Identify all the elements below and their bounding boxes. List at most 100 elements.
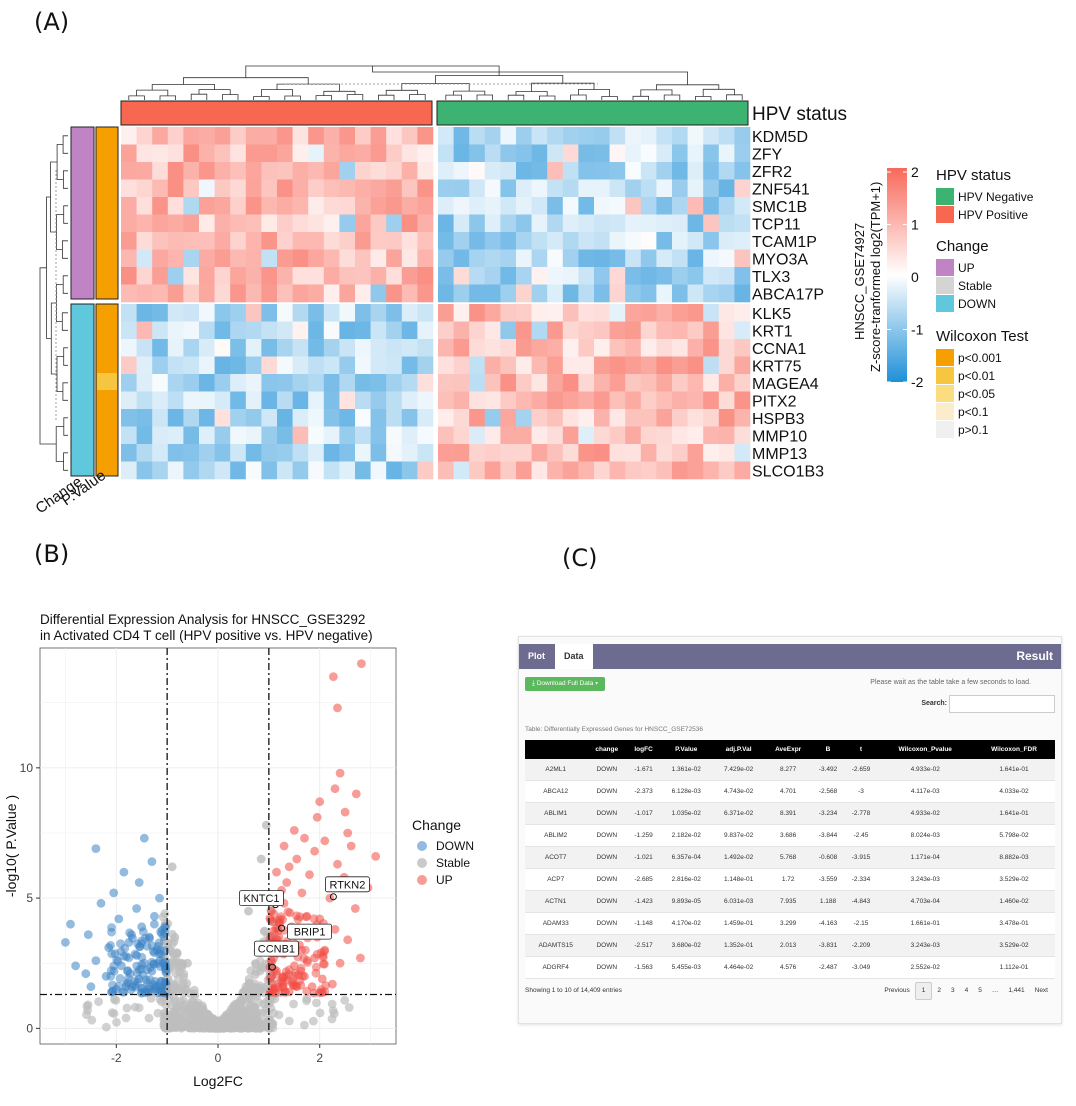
tab-data[interactable]: Data bbox=[555, 644, 593, 669]
pager-previous[interactable]: Previous bbox=[884, 987, 910, 994]
heatmap-cell bbox=[609, 284, 626, 303]
dendrogram-branch bbox=[284, 95, 301, 100]
heatmap-cell bbox=[531, 179, 548, 198]
heatmap-cell bbox=[484, 214, 501, 233]
stable-point bbox=[144, 1013, 154, 1023]
heatmap-cell bbox=[547, 214, 564, 233]
heatmap-cell bbox=[308, 356, 325, 375]
stable-point bbox=[257, 1008, 267, 1018]
heatmap-cell bbox=[323, 144, 340, 163]
heatmap-cell bbox=[703, 197, 720, 215]
heatmap-cell bbox=[469, 409, 486, 427]
column-header[interactable]: t bbox=[844, 740, 878, 759]
table-cell: -3.049 bbox=[844, 956, 878, 979]
heatmap-cell bbox=[386, 162, 403, 180]
dendrogram-branch bbox=[435, 75, 564, 84]
heatmap-cell bbox=[438, 304, 454, 322]
heatmap-cell bbox=[640, 284, 657, 303]
gene-label: MMP10 bbox=[752, 428, 807, 445]
heatmap-cell bbox=[152, 284, 169, 303]
search-input[interactable] bbox=[949, 695, 1055, 713]
pager-page[interactable]: 3 bbox=[950, 987, 955, 994]
pager-page[interactable]: 5 bbox=[978, 987, 982, 994]
table-cell: -1.259 bbox=[627, 824, 661, 847]
hpv-status-bar bbox=[120, 100, 749, 126]
heatmap-cell bbox=[339, 304, 356, 322]
column-header[interactable]: B bbox=[811, 740, 845, 759]
table-cell: -2.209 bbox=[844, 934, 878, 957]
up-point bbox=[335, 768, 345, 778]
heatmap-cell bbox=[199, 179, 215, 198]
gene-point-label: RTKN2 bbox=[329, 879, 365, 891]
heatmap-cell bbox=[245, 127, 262, 145]
heatmap-cell bbox=[214, 232, 231, 250]
download-full-data-button[interactable]: ⤓ Download Full Data ▾ bbox=[525, 677, 605, 691]
volcano-figure: Differential Expression Analysis for HNS… bbox=[3, 612, 474, 1089]
down-point bbox=[144, 932, 154, 942]
pager-next[interactable]: Next bbox=[1034, 987, 1048, 994]
heatmap-cell bbox=[656, 249, 673, 268]
up-point bbox=[343, 828, 353, 838]
heatmap-cell bbox=[672, 232, 688, 250]
heatmap-cell bbox=[230, 179, 247, 198]
heatmap-cell bbox=[401, 127, 418, 145]
pager-page[interactable]: 2 bbox=[937, 987, 941, 994]
heatmap-cell bbox=[121, 127, 137, 145]
heatmap-cell bbox=[386, 461, 403, 480]
colorbar bbox=[887, 168, 907, 382]
column-header[interactable]: logFC bbox=[627, 740, 661, 759]
heatmap-cell bbox=[152, 426, 169, 445]
heatmap-cell bbox=[339, 391, 356, 410]
heatmap-cell bbox=[245, 304, 262, 322]
heatmap-cell bbox=[547, 391, 564, 410]
heatmap-cell bbox=[230, 426, 247, 445]
table-cell: -2.659 bbox=[844, 759, 878, 781]
legend-change-stable-swatch bbox=[936, 277, 954, 294]
pager-page[interactable]: 1,441 bbox=[1008, 987, 1025, 994]
table-cell: -1.563 bbox=[627, 956, 661, 979]
pager-page[interactable]: 4 bbox=[964, 987, 969, 994]
table-cell: -3 bbox=[844, 780, 878, 803]
column-header[interactable]: adj.P.Val bbox=[712, 740, 765, 759]
column-header[interactable]: change bbox=[586, 740, 628, 759]
heatmap-cell bbox=[214, 179, 231, 198]
heatmap-cell bbox=[417, 426, 434, 445]
column-header[interactable]: Wilcoxon_FDR bbox=[972, 740, 1055, 759]
heatmap-cell bbox=[578, 197, 595, 215]
table-cell: ADGRF4 bbox=[525, 956, 587, 979]
column-header[interactable]: AveExpr bbox=[764, 740, 812, 759]
tab-plot[interactable]: Plot bbox=[528, 651, 545, 661]
heatmap-cell bbox=[167, 461, 184, 480]
legend-hpv-positive-label: HPV Positive bbox=[958, 208, 1028, 222]
heatmap-cell bbox=[516, 197, 532, 215]
heatmap-cell bbox=[183, 444, 200, 462]
legend-change-title: Change bbox=[936, 238, 989, 255]
volcano-legend-down-dot bbox=[417, 841, 427, 851]
heatmap-cell bbox=[261, 391, 278, 410]
heatmap-cell bbox=[547, 339, 564, 357]
heatmap-cell bbox=[386, 321, 403, 340]
pager-page[interactable]: 1 bbox=[914, 982, 933, 1000]
table-cell: 6.128e-03 bbox=[660, 780, 713, 803]
heatmap-cell bbox=[152, 197, 169, 215]
heatmap-cell bbox=[703, 267, 720, 285]
heatmap-cell bbox=[323, 162, 340, 180]
heatmap-cell bbox=[121, 391, 137, 410]
heatmap-cell bbox=[136, 391, 153, 410]
heatmap-cell bbox=[578, 284, 595, 303]
heatmap-cell bbox=[152, 144, 169, 163]
column-header[interactable]: P.Value bbox=[660, 740, 713, 759]
table-cell: 8.277 bbox=[764, 759, 812, 781]
heatmap-cell bbox=[672, 197, 688, 215]
heatmap-cell bbox=[136, 339, 153, 357]
column-header[interactable]: Wilcoxon_Pvalue bbox=[877, 740, 973, 759]
dendrogram-branch bbox=[276, 83, 340, 92]
heatmap-cell bbox=[516, 409, 532, 427]
down-point bbox=[83, 930, 93, 939]
heatmap-cell bbox=[640, 321, 657, 340]
heatmap-cell bbox=[355, 409, 371, 427]
heatmap-cell bbox=[734, 426, 751, 445]
heatmap-cell bbox=[136, 127, 153, 145]
stable-point bbox=[261, 820, 271, 830]
